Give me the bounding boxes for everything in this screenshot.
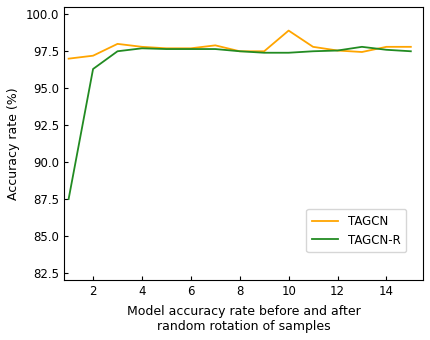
TAGCN-R	[359, 45, 365, 49]
TAGCN	[139, 45, 144, 49]
TAGCN	[237, 49, 243, 53]
TAGCN	[359, 50, 365, 54]
TAGCN	[408, 45, 413, 49]
Line: TAGCN: TAGCN	[69, 31, 411, 59]
Y-axis label: Accuracy rate (%): Accuracy rate (%)	[7, 87, 20, 200]
TAGCN-R	[310, 49, 316, 53]
TAGCN-R	[115, 49, 120, 53]
TAGCN	[164, 46, 169, 50]
TAGCN	[261, 49, 267, 53]
TAGCN	[115, 42, 120, 46]
TAGCN-R	[164, 47, 169, 51]
TAGCN-R	[139, 46, 144, 50]
TAGCN	[384, 45, 389, 49]
TAGCN	[286, 29, 291, 33]
TAGCN	[188, 46, 194, 50]
TAGCN-R	[261, 51, 267, 55]
TAGCN-R	[237, 49, 243, 53]
TAGCN-R	[335, 49, 340, 53]
TAGCN	[213, 43, 218, 47]
TAGCN-R	[213, 47, 218, 51]
TAGCN-R	[408, 49, 413, 53]
TAGCN-R	[66, 197, 71, 201]
TAGCN-R	[286, 51, 291, 55]
X-axis label: Model accuracy rate before and after
random rotation of samples: Model accuracy rate before and after ran…	[126, 305, 360, 333]
Line: TAGCN-R: TAGCN-R	[69, 47, 411, 199]
TAGCN	[310, 45, 316, 49]
TAGCN-R	[90, 67, 95, 71]
TAGCN	[66, 57, 71, 61]
TAGCN-R	[188, 47, 194, 51]
TAGCN-R	[384, 48, 389, 52]
TAGCN	[335, 49, 340, 53]
Legend: TAGCN, TAGCN-R: TAGCN, TAGCN-R	[307, 209, 406, 253]
TAGCN	[90, 54, 95, 58]
